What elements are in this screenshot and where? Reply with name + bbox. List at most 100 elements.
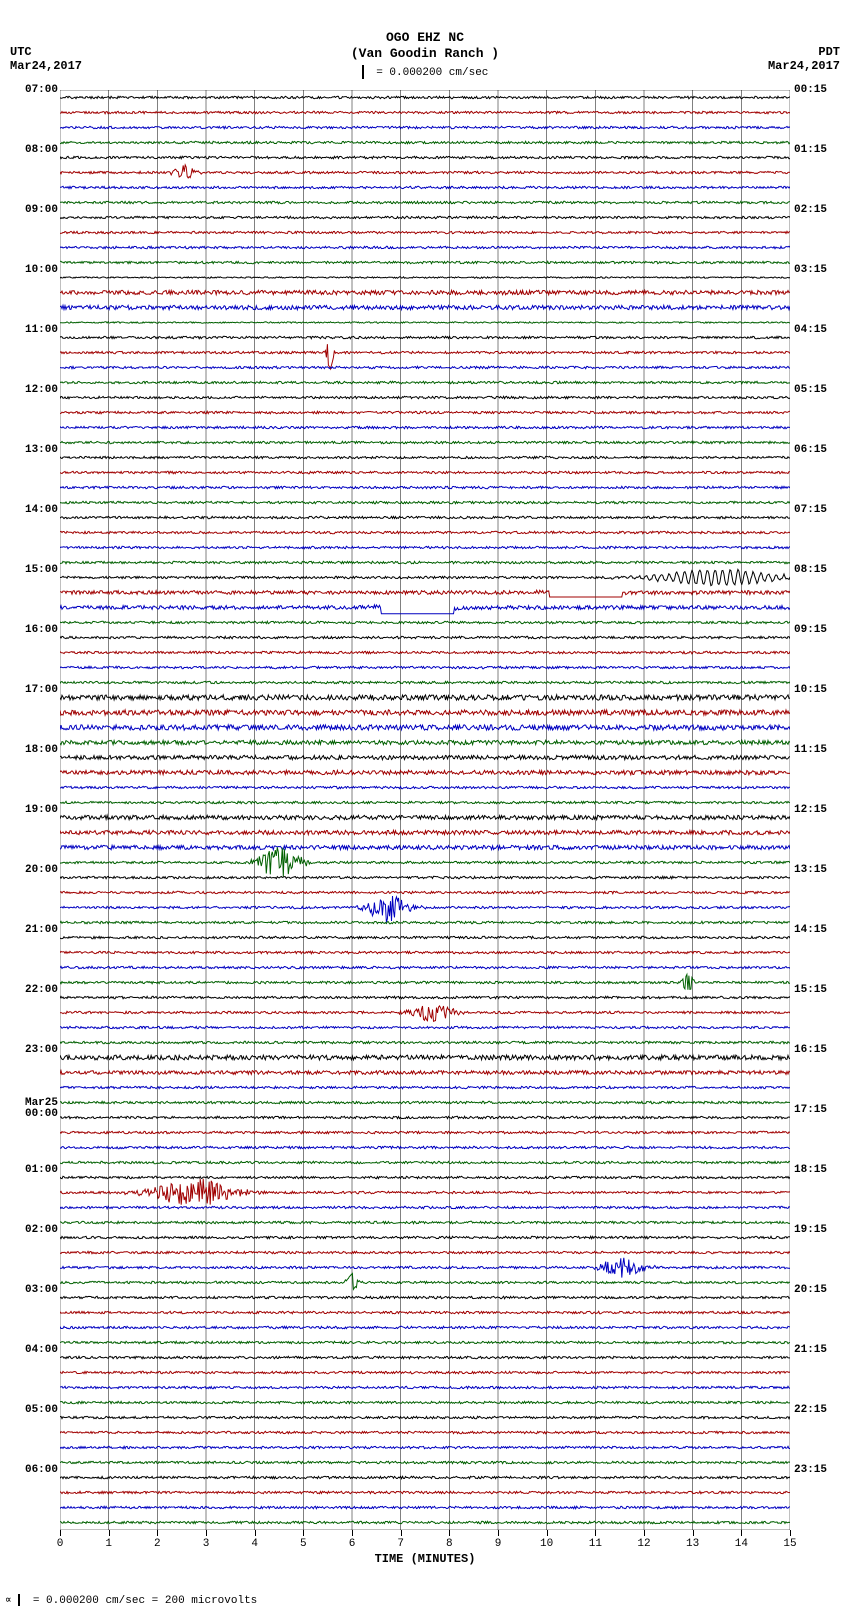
scale-bar-icon — [18, 1594, 20, 1606]
left-time-labels: 07:0008:0009:0010:0011:0012:0013:0014:00… — [0, 90, 58, 1530]
x-tick-label: 4 — [251, 1538, 258, 1550]
time-label: 19:15 — [794, 1225, 850, 1236]
time-label: 02:15 — [794, 205, 850, 216]
x-tick — [109, 1530, 110, 1536]
x-tick-label: 3 — [203, 1538, 210, 1550]
time-label: 16:00 — [0, 625, 58, 636]
x-tick-label: 5 — [300, 1538, 307, 1550]
x-tick-label: 0 — [57, 1538, 64, 1550]
time-label: 13:00 — [0, 445, 58, 456]
right-time-labels: 00:1501:1502:1503:1504:1505:1506:1507:15… — [794, 90, 850, 1530]
time-label: 22:00 — [0, 985, 58, 996]
x-tick-label: 14 — [735, 1538, 748, 1550]
time-label: 05:15 — [794, 385, 850, 396]
time-label: 01:15 — [794, 145, 850, 156]
x-tick-label: 15 — [783, 1538, 796, 1550]
x-tick — [644, 1530, 645, 1536]
tz-right-code: PDT — [768, 45, 840, 59]
x-tick — [498, 1530, 499, 1536]
x-tick-label: 8 — [446, 1538, 453, 1550]
x-tick-label: 2 — [154, 1538, 161, 1550]
x-tick — [157, 1530, 158, 1536]
time-label: 21:00 — [0, 925, 58, 936]
seismogram-svg — [60, 90, 790, 1530]
time-label: Mar25 00:00 — [0, 1098, 58, 1120]
plot-area — [60, 90, 790, 1530]
time-label: 16:15 — [794, 1045, 850, 1056]
time-label: 10:15 — [794, 685, 850, 696]
time-label: 22:15 — [794, 1405, 850, 1416]
tz-left-date: Mar24,2017 — [10, 59, 82, 73]
x-tick-label: 1 — [105, 1538, 112, 1550]
x-tick — [790, 1530, 791, 1536]
x-tick — [60, 1530, 61, 1536]
time-label: 23:00 — [0, 1045, 58, 1056]
x-tick — [741, 1530, 742, 1536]
time-label: 18:15 — [794, 1165, 850, 1176]
time-label: 23:15 — [794, 1465, 850, 1476]
time-label: 11:00 — [0, 325, 58, 336]
time-label: 08:15 — [794, 565, 850, 576]
x-tick — [449, 1530, 450, 1536]
header-scale-text: = 0.000200 cm/sec — [376, 67, 488, 79]
station-location: (Van Goodin Ranch ) — [0, 46, 850, 62]
x-tick-label: 12 — [637, 1538, 650, 1550]
time-label: 15:00 — [0, 565, 58, 576]
time-label: 17:00 — [0, 685, 58, 696]
time-label: 09:15 — [794, 625, 850, 636]
time-label: 00:15 — [794, 85, 850, 96]
time-label: 05:00 — [0, 1405, 58, 1416]
time-label: 18:00 — [0, 745, 58, 756]
time-label: 11:15 — [794, 745, 850, 756]
time-label: 02:00 — [0, 1225, 58, 1236]
x-tick — [547, 1530, 548, 1536]
time-label: 09:00 — [0, 205, 58, 216]
time-label: 07:00 — [0, 85, 58, 96]
x-axis: TIME (MINUTES) 0123456789101112131415 — [60, 1530, 790, 1580]
time-label: 03:15 — [794, 265, 850, 276]
time-label: 12:00 — [0, 385, 58, 396]
time-label: 17:15 — [794, 1105, 850, 1116]
x-tick — [693, 1530, 694, 1536]
station-code: OGO EHZ NC — [0, 30, 850, 46]
time-label: 07:15 — [794, 505, 850, 516]
time-label: 01:00 — [0, 1165, 58, 1176]
x-axis-title: TIME (MINUTES) — [60, 1552, 790, 1566]
tz-right: PDT Mar24,2017 — [768, 45, 840, 74]
x-tick-label: 7 — [397, 1538, 404, 1550]
x-tick — [401, 1530, 402, 1536]
seismogram-page: OGO EHZ NC (Van Goodin Ranch ) = 0.00020… — [0, 0, 850, 1613]
time-label: 03:00 — [0, 1285, 58, 1296]
footer-scale: ∝ = 0.000200 cm/sec = 200 microvolts — [5, 1593, 257, 1607]
header-scale: = 0.000200 cm/sec — [0, 65, 850, 80]
x-tick-label: 6 — [349, 1538, 356, 1550]
tz-left-code: UTC — [10, 45, 82, 59]
x-tick-label: 10 — [540, 1538, 553, 1550]
time-label: 20:00 — [0, 865, 58, 876]
time-label: 14:00 — [0, 505, 58, 516]
time-label: 14:15 — [794, 925, 850, 936]
x-tick — [352, 1530, 353, 1536]
header: OGO EHZ NC (Van Goodin Ranch ) = 0.00020… — [0, 30, 850, 80]
scale-bar-icon — [362, 65, 364, 79]
x-tick — [255, 1530, 256, 1536]
time-label: 04:15 — [794, 325, 850, 336]
time-label: 06:15 — [794, 445, 850, 456]
x-tick-label: 9 — [495, 1538, 502, 1550]
time-label: 12:15 — [794, 805, 850, 816]
footer-prefix: ∝ — [5, 1595, 18, 1607]
time-label: 21:15 — [794, 1345, 850, 1356]
time-label: 15:15 — [794, 985, 850, 996]
tz-right-date: Mar24,2017 — [768, 59, 840, 73]
time-label: 10:00 — [0, 265, 58, 276]
x-tick-label: 11 — [589, 1538, 602, 1550]
x-tick — [206, 1530, 207, 1536]
footer-text: = 0.000200 cm/sec = 200 microvolts — [33, 1595, 257, 1607]
x-tick-label: 13 — [686, 1538, 699, 1550]
time-label: 20:15 — [794, 1285, 850, 1296]
time-label: 13:15 — [794, 865, 850, 876]
x-tick — [595, 1530, 596, 1536]
time-label: 04:00 — [0, 1345, 58, 1356]
time-label: 19:00 — [0, 805, 58, 816]
x-tick — [303, 1530, 304, 1536]
